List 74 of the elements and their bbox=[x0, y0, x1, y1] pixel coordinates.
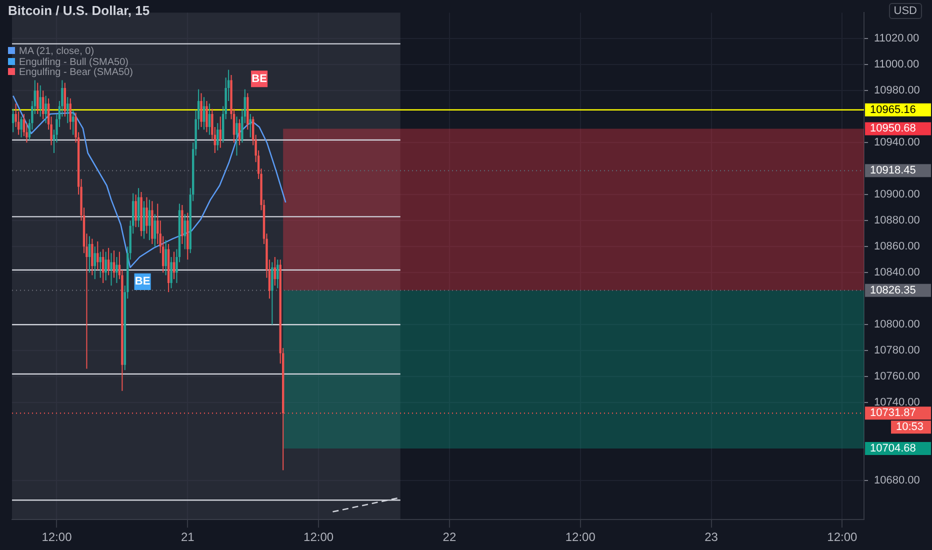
candlestick bbox=[112, 250, 116, 278]
candlestick bbox=[66, 96, 69, 124]
band-label: 10950.68 bbox=[870, 122, 916, 135]
band-label: 10704.68 bbox=[870, 442, 916, 455]
x-tick-label: 21 bbox=[180, 530, 195, 544]
candlestick bbox=[184, 214, 186, 250]
y-tick-label: 10740.00 bbox=[874, 396, 920, 409]
candlestick bbox=[104, 251, 107, 281]
candlestick bbox=[238, 118, 241, 146]
y-tick-label: 11000.00 bbox=[874, 58, 920, 71]
candlestick bbox=[42, 90, 44, 120]
ref-line-label: 10731.87 bbox=[870, 407, 916, 420]
ref-line-label: 10965.16 bbox=[870, 104, 916, 116]
legend-label: MA (21, close, 0) bbox=[18, 46, 96, 58]
x-tick-label: 22 bbox=[442, 530, 456, 544]
candlestick bbox=[164, 240, 167, 276]
candlestick bbox=[39, 84, 42, 118]
candlestick bbox=[88, 236, 91, 274]
y-tick-label: 10940.00 bbox=[874, 136, 920, 149]
x-tick-label: 12:00 bbox=[827, 530, 858, 544]
candlestick bbox=[236, 116, 238, 156]
candlestick bbox=[170, 256, 172, 289]
candlestick bbox=[216, 122, 219, 151]
y-tick-label: 10880.00 bbox=[874, 214, 920, 227]
ref-line-label: 10826.35 bbox=[870, 284, 916, 296]
candlestick bbox=[107, 247, 110, 276]
candlestick bbox=[36, 82, 39, 114]
y-tick-label: 10860.00 bbox=[874, 240, 920, 253]
candlestick bbox=[44, 95, 47, 124]
legend-label: Engulfing - Bull (SMA50) bbox=[18, 56, 130, 68]
x-tick-label: 23 bbox=[704, 530, 718, 544]
candlestick bbox=[172, 251, 176, 280]
candlestick bbox=[206, 100, 208, 133]
text: USD bbox=[888, 3, 922, 19]
candlestick bbox=[91, 238, 94, 276]
candlestick bbox=[69, 98, 72, 130]
candlestick bbox=[102, 248, 104, 284]
y-tick-label: 10840.00 bbox=[874, 266, 920, 279]
y-tick-label: 10900.00 bbox=[874, 188, 920, 201]
y-tick-label: 10780.00 bbox=[874, 344, 920, 357]
y-tick-label: 10680.00 bbox=[874, 474, 920, 487]
candlestick bbox=[116, 256, 118, 284]
y-tick-label: 10980.00 bbox=[874, 84, 920, 97]
candlestick bbox=[146, 196, 148, 234]
candlestick bbox=[20, 116, 22, 138]
candlestick bbox=[96, 240, 99, 270]
candlestick bbox=[72, 110, 74, 136]
candlestick bbox=[202, 96, 206, 130]
candlestick bbox=[154, 214, 156, 248]
ref-line-label: 10918.45 bbox=[870, 164, 916, 177]
candlestick bbox=[208, 103, 211, 136]
annotation: BE bbox=[134, 276, 150, 288]
x-tick-label: 12:00 bbox=[42, 530, 72, 544]
chart-title: Bitcoin / U.S. Dollar, 15 bbox=[8, 3, 150, 18]
y-tick-label: 11020.00 bbox=[874, 32, 920, 45]
candlestick bbox=[94, 246, 96, 280]
candlestick bbox=[271, 262, 274, 326]
candlestick bbox=[134, 194, 137, 228]
candlestick bbox=[219, 116, 222, 148]
candlestick bbox=[200, 92, 202, 128]
legend-label: Engulfing - Bear (SMA50) bbox=[18, 67, 133, 78]
candlestick bbox=[12, 108, 14, 133]
y-tick-label: 10800.00 bbox=[874, 318, 920, 331]
annotation: BE bbox=[252, 72, 267, 85]
candlestick bbox=[137, 188, 140, 228]
x-tick-label: 12:00 bbox=[565, 530, 596, 544]
candlestick bbox=[148, 199, 151, 241]
x-tick-label: 12:00 bbox=[304, 530, 334, 544]
candlestick bbox=[249, 114, 252, 138]
candlestick bbox=[64, 82, 66, 118]
text: 10:53 bbox=[896, 421, 924, 434]
y-tick-label: 10760.00 bbox=[874, 370, 920, 383]
candlestick bbox=[142, 200, 146, 240]
candlestick bbox=[110, 252, 112, 286]
